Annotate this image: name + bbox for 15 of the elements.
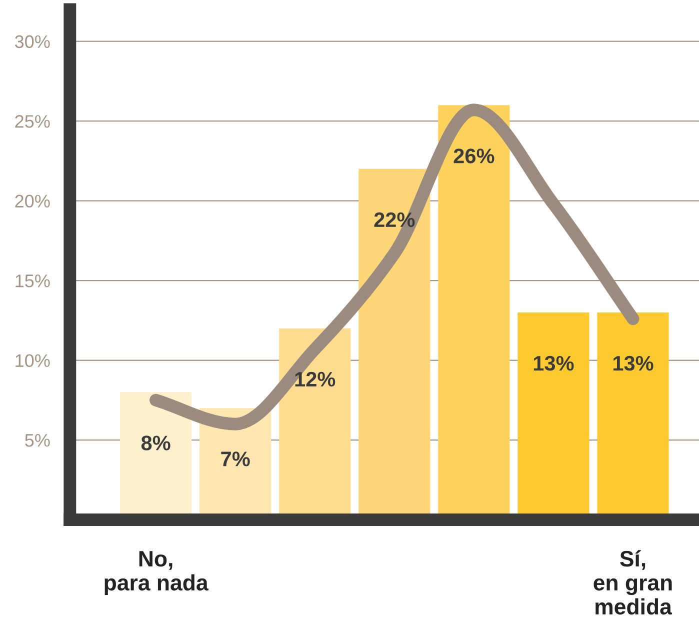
data-label: 8% <box>141 436 170 450</box>
y-tick-label: 15% <box>16 274 50 288</box>
y-tick-label: 10% <box>16 354 50 367</box>
data-label: 12% <box>295 372 336 387</box>
data-label: 13% <box>534 356 574 371</box>
y-tick-label: 25% <box>15 115 50 128</box>
y-tick-label: 20% <box>15 194 50 208</box>
data-label: 26% <box>454 148 494 164</box>
data-label: 22% <box>374 212 415 228</box>
y-tick-label: 5% <box>25 434 50 447</box>
x-tick-label: Sí, en gran medida <box>594 550 672 615</box>
y-tick-label: 30% <box>15 35 50 48</box>
data-label: 13% <box>613 356 654 371</box>
data-label: 7% <box>221 452 250 466</box>
x-tick-label: No, para nada <box>104 551 208 595</box>
